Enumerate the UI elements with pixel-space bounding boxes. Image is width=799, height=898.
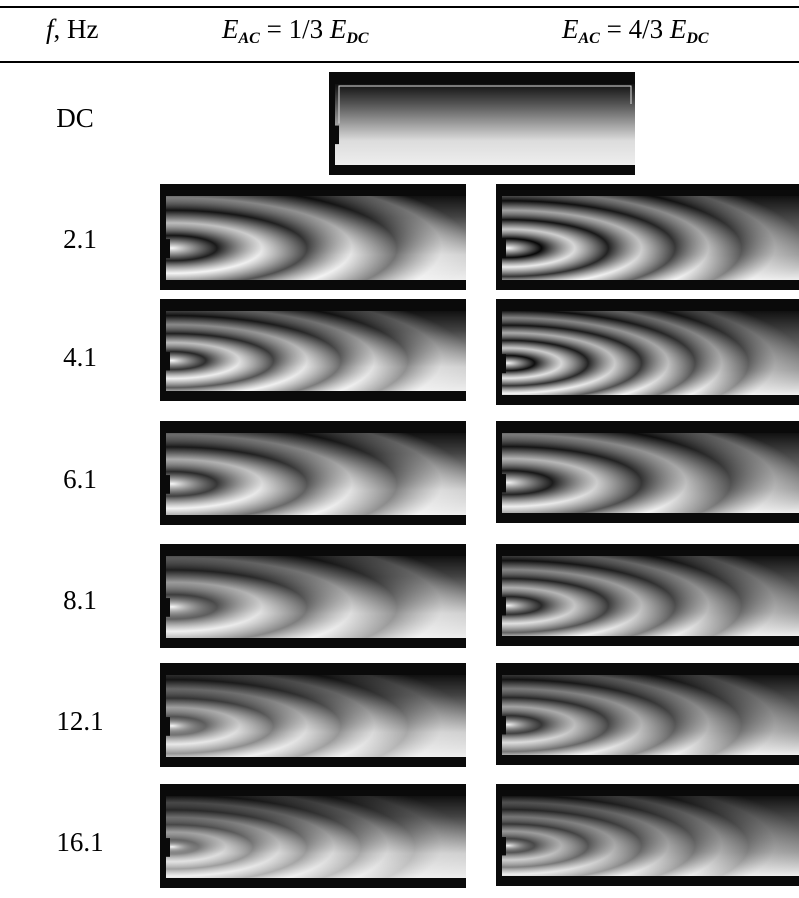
row-label-12-1: 12.1 <box>56 706 104 736</box>
header-eac-one-third: EAC = 1/3 EDC <box>222 14 369 47</box>
fringe-image-16-1-low-ac <box>160 784 466 888</box>
fringe-image-8-1-high-ac <box>496 544 799 646</box>
header-rule <box>0 61 799 63</box>
fringe-image-8-1-low-ac <box>160 544 466 648</box>
fringe-image-12-1-high-ac <box>496 663 799 765</box>
fringe-image-4-1-low-ac <box>160 299 466 401</box>
row-label-2-1: 2.1 <box>63 224 97 254</box>
row-label-4-1: 4.1 <box>63 342 97 372</box>
fringe-image-2-1-high-ac <box>496 184 799 290</box>
row-label-16-1: 16.1 <box>56 827 104 857</box>
fringe-image-4-1-high-ac <box>496 299 799 405</box>
fringe-image-2-1-low-ac <box>160 184 466 290</box>
row-label-6-1: 6.1 <box>63 464 97 494</box>
row-label-dc: DC <box>56 103 94 133</box>
fringe-image-12-1-low-ac <box>160 663 466 767</box>
fringe-image-16-1-high-ac <box>496 784 799 886</box>
header-eac-four-thirds: EAC = 4/3 EDC <box>562 14 709 47</box>
top-rule <box>0 6 799 8</box>
fringe-image-dc <box>329 72 635 175</box>
row-label-8-1: 8.1 <box>63 585 97 615</box>
fringe-image-6-1-high-ac <box>496 421 799 523</box>
fringe-image-6-1-low-ac <box>160 421 466 525</box>
header-frequency: f, Hz <box>46 14 99 44</box>
